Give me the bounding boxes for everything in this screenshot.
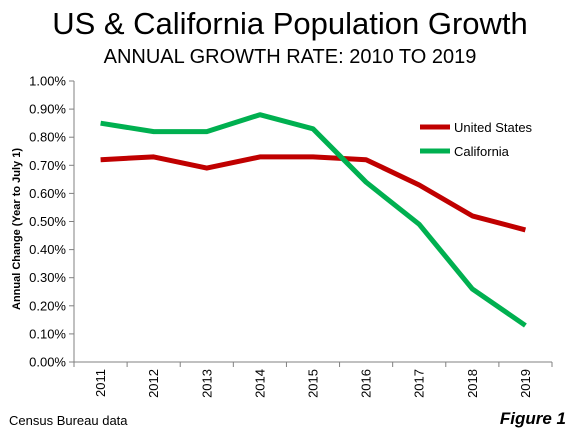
series-lines — [100, 112, 527, 328]
x-tick-label: 2017 — [412, 369, 427, 398]
y-tick-label: 0.30% — [29, 270, 66, 285]
x-tick-label: 2016 — [359, 369, 374, 398]
y-tick-label: 0.80% — [29, 130, 66, 145]
source-note: Census Bureau data — [9, 413, 128, 428]
legend-label: California — [454, 144, 510, 159]
y-tick-label: 1.00% — [29, 74, 66, 89]
y-tick-label: 0.90% — [29, 102, 66, 117]
y-axis-label: Annual Change (Year to July 1) — [11, 148, 23, 310]
x-tick-label: 2015 — [306, 369, 321, 398]
legend: United States California — [412, 110, 534, 159]
x-tick-label: 2018 — [465, 369, 480, 398]
y-tick-label: 0.40% — [29, 242, 66, 257]
y-tick-labels: 0.00% 0.10% 0.20% 0.30% 0.40% 0.50% 0.60% 0.70%… — [29, 74, 66, 370]
y-tick-label: 0.50% — [29, 214, 66, 229]
y-tick-label: 0.60% — [29, 186, 66, 201]
chart-title: US & California Population Growth — [52, 6, 528, 41]
y-tick-label: 0.00% — [29, 355, 66, 370]
chart-axes — [69, 80, 553, 367]
x-tick-label: 2019 — [518, 369, 533, 398]
y-tick-label: 0.20% — [29, 298, 66, 313]
series-line-california — [100, 112, 527, 328]
y-tick-label: 0.10% — [29, 326, 66, 341]
x-tick-label: 2012 — [146, 369, 161, 398]
legend-label: United States — [454, 120, 533, 135]
x-tick-labels: 2011 2012 2013 2014 2015 2016 2017 2018 2019 — [93, 369, 533, 398]
x-tick-label: 2011 — [93, 369, 108, 397]
figure-label: Figure 1 — [499, 409, 566, 428]
series-line-united-states — [100, 154, 527, 233]
y-tick-label: 0.70% — [29, 158, 66, 173]
x-tick-label: 2014 — [252, 369, 267, 398]
x-tick-label: 2013 — [199, 369, 214, 398]
chart-subtitle: ANNUAL GROWTH RATE: 2010 TO 2019 — [103, 46, 477, 68]
